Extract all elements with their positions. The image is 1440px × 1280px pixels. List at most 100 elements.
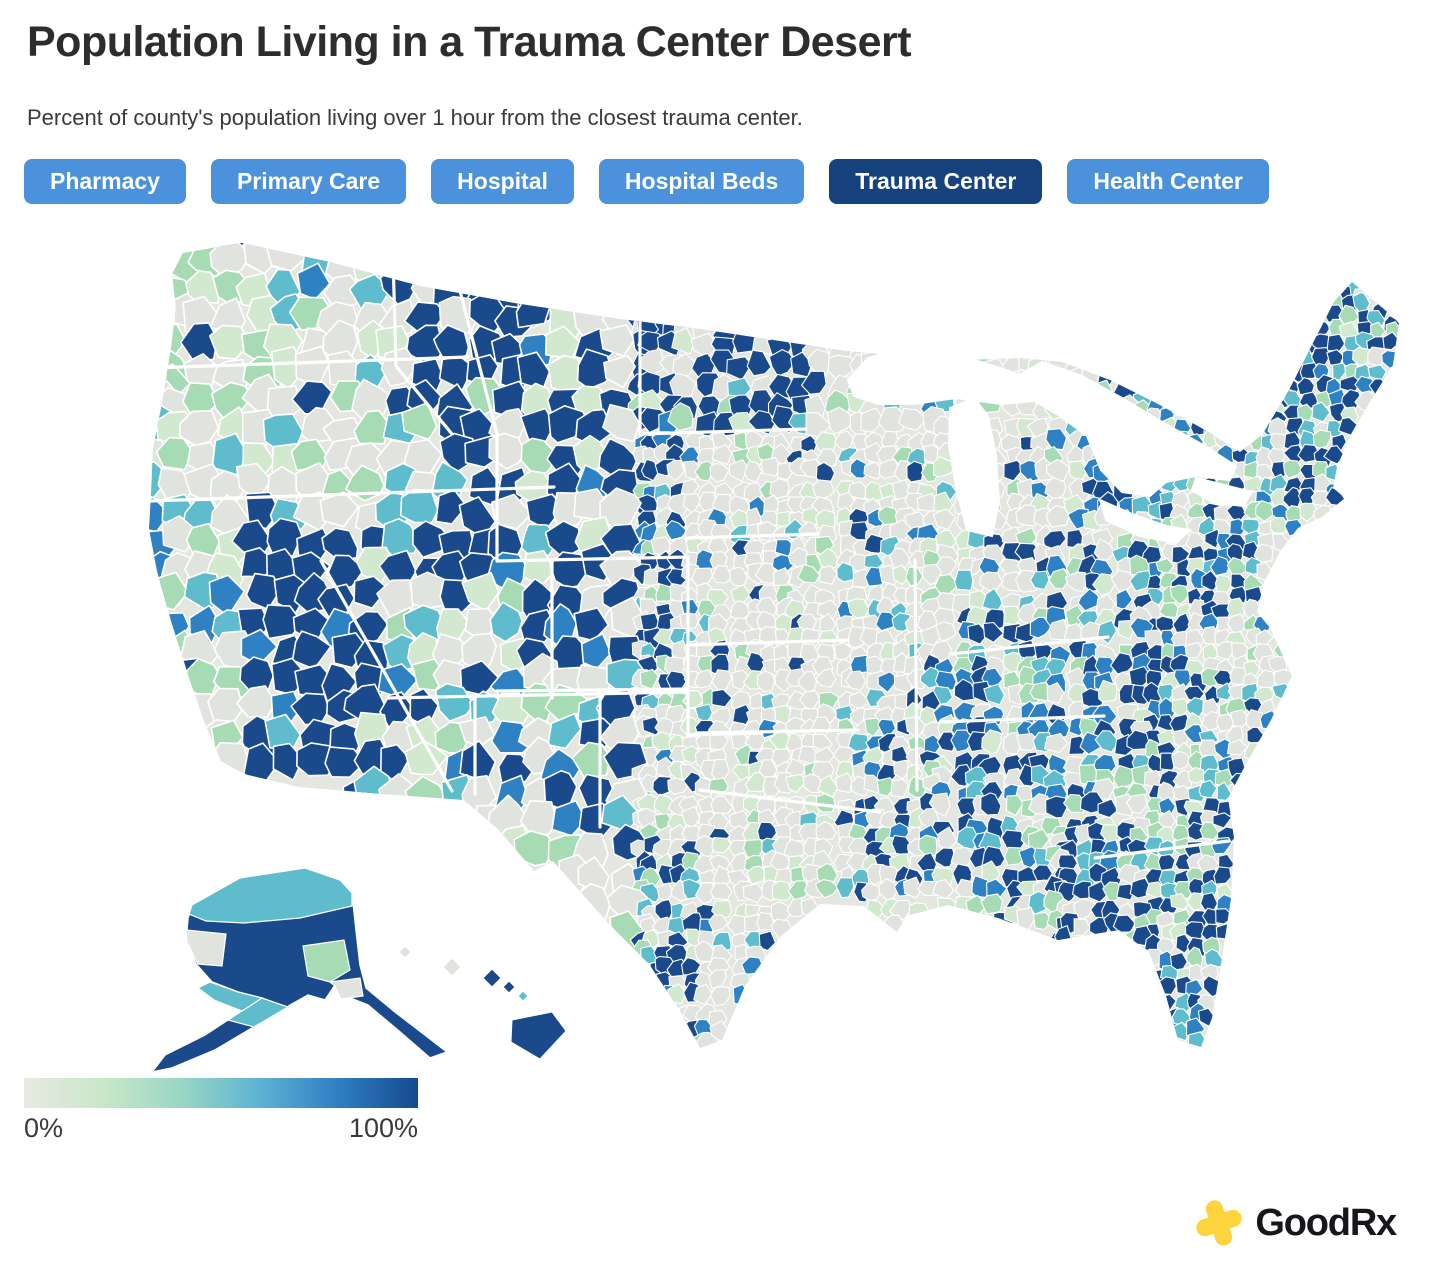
county[interactable] (1253, 543, 1274, 563)
county[interactable] (878, 878, 900, 902)
county[interactable] (1204, 528, 1221, 549)
county[interactable] (513, 830, 558, 867)
county[interactable] (747, 409, 776, 435)
county[interactable] (1214, 768, 1236, 788)
county[interactable] (324, 746, 366, 779)
county[interactable] (760, 456, 782, 477)
county[interactable] (664, 520, 688, 541)
alaska-region[interactable] (185, 929, 227, 967)
county[interactable] (892, 564, 911, 585)
county[interactable] (671, 327, 695, 355)
county[interactable] (1169, 584, 1191, 605)
county[interactable] (756, 911, 776, 931)
county[interactable] (434, 682, 475, 723)
county[interactable] (547, 405, 591, 444)
county[interactable] (1016, 907, 1036, 931)
county[interactable] (1077, 588, 1102, 612)
county[interactable] (934, 847, 956, 868)
county[interactable] (710, 795, 733, 814)
county[interactable] (1028, 792, 1052, 815)
county[interactable] (983, 683, 1005, 706)
county[interactable] (185, 270, 220, 304)
county[interactable] (694, 669, 714, 689)
county[interactable] (520, 437, 560, 476)
county[interactable] (1269, 488, 1287, 507)
county[interactable] (908, 902, 930, 923)
county[interactable] (652, 628, 678, 647)
county[interactable] (982, 621, 1004, 643)
hawaii-island[interactable] (517, 990, 529, 1002)
county[interactable] (771, 880, 793, 901)
alaska-region[interactable] (188, 867, 353, 924)
county[interactable] (1201, 626, 1220, 646)
hawaii-island[interactable] (442, 957, 462, 977)
county[interactable] (1029, 570, 1050, 591)
county[interactable] (732, 703, 753, 726)
tab-pharmacy[interactable]: Pharmacy (24, 159, 186, 205)
county[interactable] (758, 930, 777, 952)
county[interactable] (1073, 918, 1091, 937)
county[interactable] (515, 294, 551, 329)
county[interactable] (950, 729, 975, 753)
county[interactable] (971, 875, 991, 898)
county[interactable] (817, 599, 840, 621)
county[interactable] (864, 717, 884, 737)
county[interactable] (667, 402, 694, 432)
county[interactable] (746, 349, 772, 377)
county[interactable] (771, 405, 798, 434)
county[interactable] (1029, 616, 1052, 639)
county[interactable] (877, 671, 899, 693)
county[interactable] (818, 565, 838, 585)
county[interactable] (1227, 613, 1246, 635)
county[interactable] (801, 370, 827, 395)
county[interactable] (262, 604, 304, 640)
county[interactable] (1073, 898, 1096, 920)
county[interactable] (1088, 880, 1109, 903)
county[interactable] (412, 520, 451, 559)
county[interactable] (1100, 824, 1122, 844)
county[interactable] (1094, 656, 1117, 676)
county[interactable] (209, 239, 251, 280)
county[interactable] (709, 986, 731, 1007)
county[interactable] (1093, 538, 1116, 561)
county[interactable] (1229, 709, 1251, 729)
county[interactable] (726, 914, 748, 936)
county[interactable] (1227, 739, 1248, 756)
us-choropleth-map[interactable] (0, 230, 1440, 1075)
county[interactable] (519, 799, 559, 838)
hawaii-island[interactable] (502, 980, 516, 994)
county[interactable] (599, 324, 636, 357)
county[interactable] (525, 493, 564, 531)
county[interactable] (1215, 641, 1235, 661)
county[interactable] (380, 346, 419, 387)
county[interactable] (1332, 362, 1348, 381)
county[interactable] (728, 809, 751, 831)
county[interactable] (728, 459, 749, 482)
county[interactable] (811, 479, 835, 500)
county[interactable] (1158, 602, 1182, 619)
county[interactable] (827, 354, 856, 381)
county[interactable] (1338, 304, 1360, 325)
county[interactable] (1094, 730, 1120, 753)
county[interactable] (918, 834, 938, 856)
county[interactable] (1228, 585, 1248, 604)
county[interactable] (796, 613, 818, 631)
county[interactable] (902, 876, 923, 899)
county[interactable] (1367, 364, 1387, 381)
county[interactable] (932, 508, 957, 531)
county[interactable] (489, 601, 523, 643)
county[interactable] (850, 654, 870, 674)
hawaii-island[interactable] (482, 968, 502, 988)
county[interactable] (1269, 517, 1288, 534)
county[interactable] (1352, 347, 1372, 367)
county[interactable] (726, 356, 752, 381)
county[interactable] (833, 642, 856, 661)
county[interactable] (1046, 717, 1070, 740)
county[interactable] (890, 778, 909, 798)
county[interactable] (1110, 652, 1135, 675)
county[interactable] (643, 568, 662, 587)
county[interactable] (1226, 597, 1246, 617)
county[interactable] (923, 734, 943, 754)
county[interactable] (1209, 555, 1230, 576)
county[interactable] (1215, 908, 1235, 925)
